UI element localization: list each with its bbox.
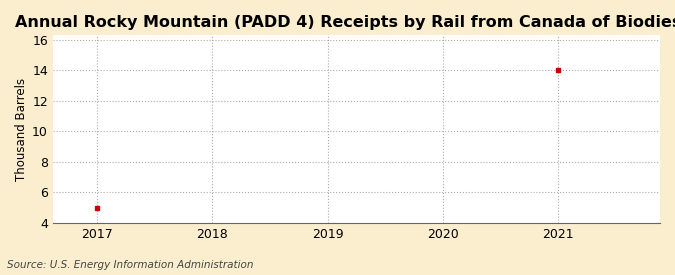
Text: Source: U.S. Energy Information Administration: Source: U.S. Energy Information Administ… [7, 260, 253, 270]
Y-axis label: Thousand Barrels: Thousand Barrels [15, 78, 28, 181]
Title: Annual Rocky Mountain (PADD 4) Receipts by Rail from Canada of Biodiesel: Annual Rocky Mountain (PADD 4) Receipts … [15, 15, 675, 30]
